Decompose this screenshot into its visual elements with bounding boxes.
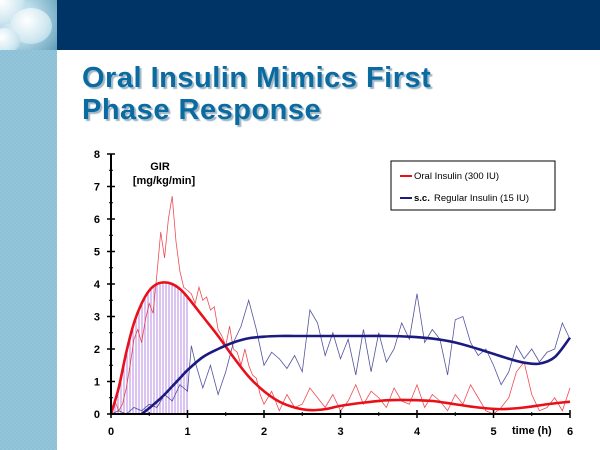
x-tick-label: 1 [184, 426, 190, 438]
x-tick-label: 6 [567, 426, 573, 438]
header-bar [57, 0, 600, 50]
y-tick-label: 2 [94, 344, 100, 356]
legend-label-oral: Oral Insulin (300 IU) [414, 171, 499, 182]
legend-label-sc: Regular Insulin (15 IU) [434, 193, 529, 204]
y-axis-label-line-1: GIR [150, 161, 170, 173]
x-tick-label: 4 [414, 426, 421, 438]
y-tick-label: 4 [94, 279, 101, 291]
slide-title-line-1: Oral Insulin Mimics First [82, 62, 432, 94]
y-tick-label: 0 [94, 409, 100, 421]
raw-line-oral-insulin [110, 196, 571, 415]
x-tick-label: 2 [261, 426, 267, 438]
x-axis-label: time (h) [512, 425, 552, 437]
y-tick-label: 7 [94, 182, 100, 194]
pill-photo-icon [0, 0, 57, 50]
raw-line-sc-regular-insulin [110, 293, 571, 415]
fitted-line-oral-insulin [109, 281, 571, 415]
raw-series-layer [110, 196, 571, 415]
slide-title-line-2: Phase Response [82, 94, 322, 126]
decorative-side-panel [0, 0, 57, 450]
y-axis-label-line-2: [mg/kg/min] [133, 175, 196, 187]
fitted-line-sc-regular-insulin [140, 334, 572, 416]
y-tick-label: 1 [94, 377, 100, 389]
y-tick-label: 5 [94, 247, 100, 259]
shaded-first-phase-area [111, 282, 188, 414]
fitted-series-layer [109, 281, 572, 416]
legend-box [390, 160, 556, 211]
y-tick-label: 3 [94, 312, 100, 324]
x-tick-label: 3 [337, 426, 343, 438]
x-tick-label: 0 [108, 426, 114, 438]
legend: Oral Insulin (300 IU) s.c. Regular Insul… [390, 160, 556, 211]
axes-layer: 0 1 2 3 4 5 6 7 8 0 1 2 3 4 5 6 [94, 149, 573, 438]
x-tick-label: 5 [490, 426, 496, 438]
legend-label-sc-prefix: s.c. [414, 193, 430, 204]
slide-title: Oral Insulin Mimics First Phase Response [82, 62, 431, 126]
y-tick-label: 6 [94, 214, 100, 226]
y-tick-label: 8 [94, 149, 100, 161]
shaded-area-layer [111, 282, 188, 414]
